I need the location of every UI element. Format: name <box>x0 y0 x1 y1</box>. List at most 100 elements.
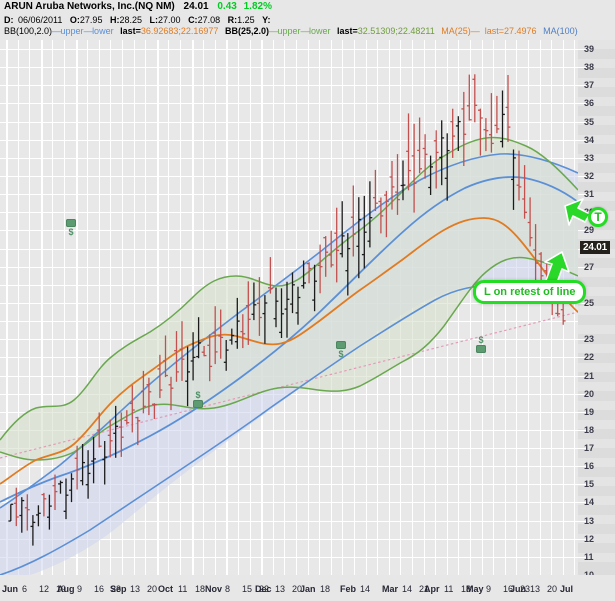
range-label: R: <box>227 15 238 25</box>
ma25-label[interactable]: MA(25) <box>441 26 471 36</box>
ohlc-bar <box>478 108 483 156</box>
ma100-label[interactable]: MA(100) <box>543 26 578 36</box>
bb25-lower-label: lower <box>309 26 331 36</box>
moneybag-icon <box>66 219 76 227</box>
price-axis-label: 38 <box>584 62 595 72</box>
ohlc-bar <box>146 377 152 416</box>
date-axis[interactable]: Jun 6 12 19 Aug 9 16 23 Sep 13 20 Oct 11 18 Nov 8 15 22 De… <box>0 575 615 601</box>
ohlc-bar <box>63 478 69 520</box>
ohlc-bar <box>406 113 411 191</box>
date-axis-day: 19 <box>56 584 67 594</box>
ohlc-bar <box>107 419 113 458</box>
axis-stripe <box>578 116 615 125</box>
ohlc-bar <box>273 287 279 328</box>
price-tick <box>578 230 586 231</box>
ohlc-bar <box>400 160 406 201</box>
bb100-label[interactable]: BB(100,2.0) <box>4 26 53 36</box>
ohlc-bar <box>450 108 456 158</box>
ohlc-bar <box>8 503 14 522</box>
ohlc-bar <box>489 93 494 153</box>
ohlc-bar <box>13 487 19 527</box>
bb25-label[interactable]: BB(25,2.0) <box>224 26 269 36</box>
grid-line-h <box>0 176 578 177</box>
grid-line-h <box>0 539 578 540</box>
date-value: 06/06/2011 <box>18 15 63 25</box>
axis-stripe <box>578 325 615 334</box>
ohlc-bar <box>339 201 345 258</box>
ohlc-bar <box>24 494 30 531</box>
trade-badge[interactable]: T <box>588 207 608 227</box>
dollar-icon: $ <box>195 390 201 400</box>
ohlc-bar <box>74 445 80 490</box>
axis-stripe <box>578 344 615 353</box>
dollar-icon: $ <box>338 349 344 359</box>
ohlc-bar <box>384 190 389 238</box>
axis-stripe <box>578 553 615 562</box>
grid-line-v <box>41 40 43 575</box>
grid-line-v <box>505 40 506 575</box>
bb25-last-value: 32.51309;22.48211 <box>357 26 435 36</box>
ohlc-bar <box>378 197 384 234</box>
price-tick <box>578 521 586 522</box>
price-axis-label: 36 <box>584 98 595 108</box>
ohlc-bar <box>483 118 489 152</box>
ohlc-bar <box>163 335 168 378</box>
ohlc-bar <box>367 181 373 248</box>
ma25-last-label: last= <box>484 26 505 36</box>
ohlc-bar <box>428 155 433 195</box>
ohlc-bar <box>52 474 58 510</box>
price-axis-label: 37 <box>584 80 595 90</box>
axis-stripe <box>578 477 615 486</box>
ohlc-bar <box>179 321 185 381</box>
price-tick <box>578 376 586 377</box>
ohlc-bar <box>168 376 174 411</box>
grid-line-v <box>6 40 8 575</box>
date-axis-day: 8 <box>225 584 231 594</box>
money-marker[interactable]: $ <box>335 341 347 359</box>
grid-line-v <box>482 40 483 575</box>
grid-line-h <box>0 49 578 50</box>
money-marker[interactable]: $ <box>475 336 487 354</box>
date-axis-day: 9 <box>77 584 83 594</box>
price-tick <box>578 539 586 540</box>
grid-line-v <box>64 40 65 575</box>
grid-line-h <box>0 502 578 503</box>
grid-line-v <box>168 40 169 575</box>
ohlc-bar <box>124 410 130 425</box>
ohlc-bar <box>389 161 395 210</box>
ohlc-bar <box>207 334 213 382</box>
retest-callout[interactable]: L on retest of line <box>473 280 587 304</box>
grid-line-h <box>0 122 578 123</box>
ohlc-bar <box>36 505 41 527</box>
price-tick <box>578 466 586 467</box>
price-axis-label: 31 <box>584 189 595 199</box>
price-axis-label: 32 <box>584 171 595 181</box>
ohlc-bar <box>417 117 422 174</box>
ohlc-bar <box>290 272 295 314</box>
grid-line-v <box>99 40 100 575</box>
price-tick <box>578 484 586 485</box>
price-change: 0.43 <box>217 1 237 12</box>
price-axis[interactable]: 3938373635343332313029282725232221201918… <box>578 40 615 580</box>
money-marker[interactable]: $ <box>192 391 204 409</box>
date-axis-day: 13 <box>275 584 286 594</box>
date-axis-day: 23 <box>520 584 531 594</box>
price-chart-plot[interactable]: $ $ $ $ <box>0 40 578 575</box>
ohlc-bar <box>196 317 201 359</box>
ohlc-bar <box>279 288 284 338</box>
date-axis-month: Jun <box>2 584 19 594</box>
ohlc-bar <box>505 75 511 142</box>
price-tick <box>578 502 586 503</box>
ma25-last-value: 27.4976 <box>504 26 537 36</box>
price-tick <box>578 394 586 395</box>
date-axis-month: Dec <box>255 584 272 594</box>
ohlc-bar <box>522 165 527 219</box>
money-marker[interactable]: $ <box>65 219 77 237</box>
ohlc-bar <box>268 257 273 294</box>
axis-stripe <box>578 534 615 543</box>
range-value: 1.25 <box>237 15 255 25</box>
price-axis-label: 27 <box>584 262 595 272</box>
price-axis-label: 23 <box>584 334 595 344</box>
ohlc-bar <box>251 282 257 321</box>
